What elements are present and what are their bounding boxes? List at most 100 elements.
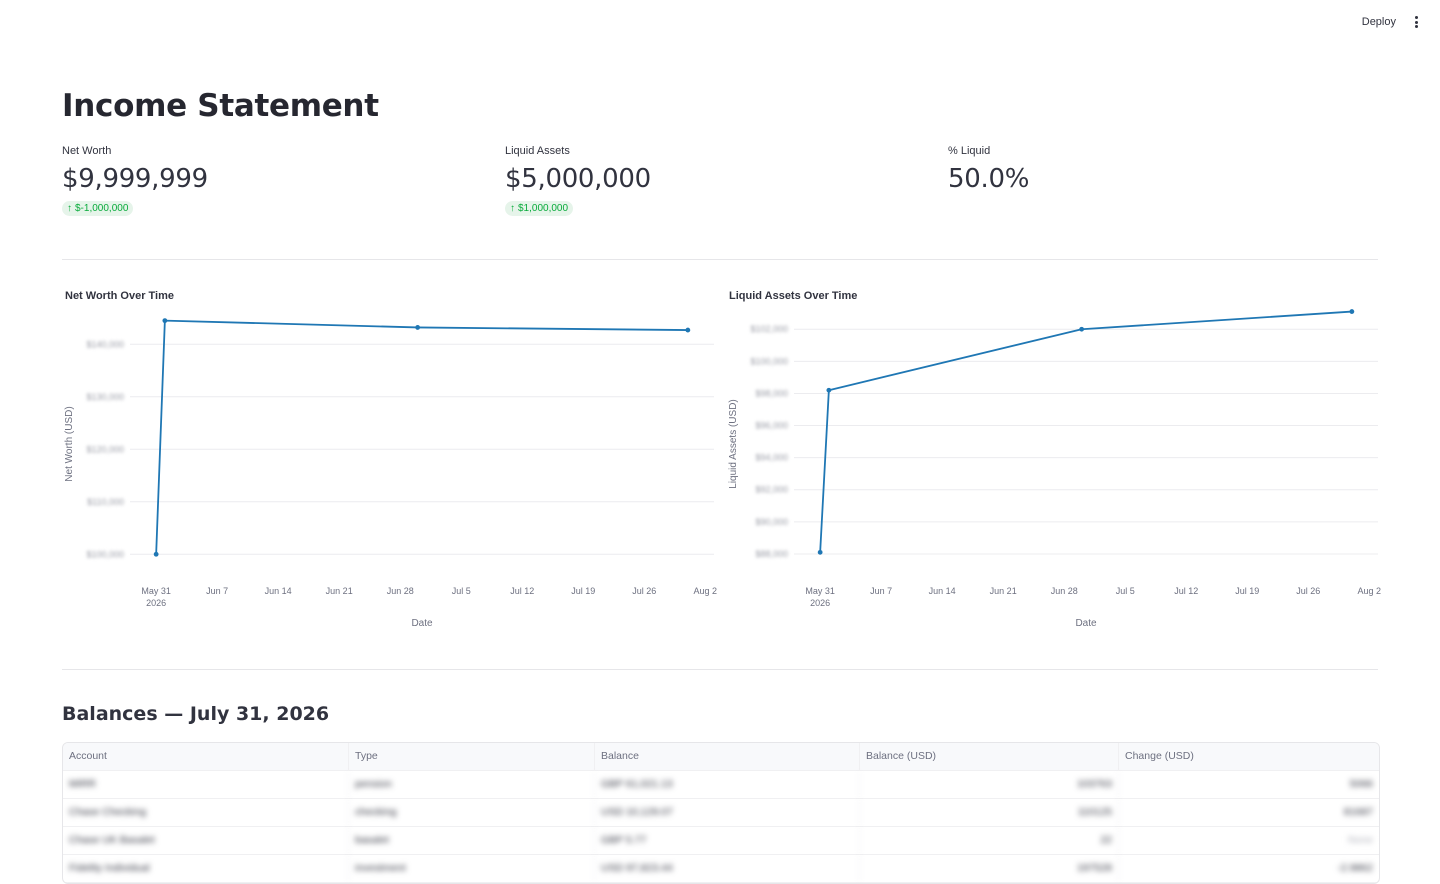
x-tick-label: Jun 14 [265,586,292,596]
cell-balance-usd: 22 [860,827,1119,854]
x-axis-title: Date [411,618,433,629]
x-tick-label: Aug 2 [694,586,718,596]
app-header: Deploy [0,0,1440,46]
chart-title: Net Worth Over Time [65,290,175,302]
x-tick-label: Jul 19 [1235,586,1259,596]
net-worth-line-chart[interactable]: $140,000 $130,000 $120,000 $110,000 $100,000… [62,288,718,638]
cell-type: investment [349,855,595,882]
table-row[interactable]: Chase Checking checking USD 10,129.07 11… [63,799,1379,827]
metric-net-worth: Net Worth $9,999,999 ↑ $-1,000,000 [62,145,208,216]
x-tick-label: Jul 5 [1116,586,1135,596]
cell-change-usd: None [1347,834,1373,846]
cell-balance-usd: 103763 [860,771,1119,798]
data-point [162,318,168,324]
x-tick-label: May 31 [141,586,171,596]
x-tick-label: Jun 28 [1051,586,1078,596]
metric-label: Liquid Assets [505,145,570,157]
cell-change-usd: 5066 [1349,778,1373,790]
page-title: Income Statement [62,88,379,124]
divider [62,669,1378,670]
deploy-button[interactable]: Deploy [1361,16,1396,28]
x-tick-label: Jun 21 [326,586,353,596]
liquid-assets-line-chart[interactable]: $102,000 $100,000 $98,000 $96,000 $94,000 $92… [726,288,1382,638]
cell-change-usd: 81687 [1343,806,1373,818]
y-tick-label: $96,000 [755,421,788,431]
data-point [415,325,421,330]
cell-type: basalet [349,827,595,854]
table-row[interactable]: MIRR pension GBP 61,021.13 103763 5066 [63,771,1379,799]
x-tick-label: Jun 21 [990,586,1017,596]
cell-balance: USD 10,129.07 [595,799,860,826]
y-tick-label: $110,000 [87,497,124,507]
data-point [817,549,823,555]
x-tick-label: Jul 12 [1174,586,1198,596]
table-header: Account Type Balance Balance (USD) Chang… [63,743,1379,771]
x-tick-label: Jun 7 [206,586,228,596]
x-tick-label: Jul 26 [1296,586,1320,596]
y-tick-label: $100,000 [86,549,124,559]
y-tick-label: $88,000 [755,549,788,559]
column-header-type[interactable]: Type [349,743,595,770]
chart-net-worth: Net Worth Over Time $140,000 $130,000 $120… [62,288,718,643]
metric-delta-value: $1,000,000 [518,203,569,214]
cell-balance-usd: 197528 [860,855,1119,882]
balances-heading: Balances — July 31, 2026 [62,703,330,725]
y-tick-label: $92,000 [755,485,788,495]
chart-title: Liquid Assets Over Time [729,290,858,302]
cell-balance: GBP 61,021.13 [595,771,860,798]
cell-balance-usd: 110125 [860,799,1119,826]
metric-value: $9,999,999 [62,164,208,194]
x-tick-label: Jul 26 [632,586,656,596]
y-axis-title: Net Worth (USD) [64,406,75,481]
arrow-up-icon: ↑ [67,203,72,214]
data-point [1079,326,1085,332]
column-header-account[interactable]: Account [63,743,349,770]
cell-balance: GBP 5.77 [595,827,860,854]
metric-delta: ↑ $-1,000,000 [62,201,134,216]
y-tick-label: $140,000 [86,339,124,349]
data-point [826,387,832,393]
table-row[interactable]: Fidelity Individual investment USD 97,82… [63,855,1379,883]
cell-change-usd: -2.9862 [1337,862,1373,874]
balances-table[interactable]: Account Type Balance Balance (USD) Chang… [62,742,1380,884]
metric-delta-value: $-1,000,000 [75,203,129,214]
x-tick-year-label: 2026 [146,598,166,608]
x-axis-title: Date [1075,618,1097,629]
y-tick-label: $102,000 [750,324,788,334]
x-tick-label: Jul 19 [571,586,595,596]
table-row[interactable]: Chase UK Basalet basalet GBP 5.77 22 Non… [63,827,1379,855]
x-tick-label: Jul 12 [510,586,534,596]
y-tick-label: $120,000 [86,444,124,454]
x-tick-label: Jun 28 [387,586,414,596]
cell-account: Chase UK Basalet [63,827,349,854]
metric-value: 50.0% [948,164,1030,194]
cell-account: MIRR [63,771,349,798]
y-axis-title: Liquid Assets (USD) [728,399,739,488]
data-point [1349,309,1355,314]
metric-percent-liquid: % Liquid 50.0% [948,145,1029,194]
x-tick-label: Jun 7 [870,586,892,596]
main-menu-icon[interactable] [1413,16,1419,30]
divider [62,259,1378,260]
y-tick-label: $100,000 [750,356,788,366]
column-header-balance[interactable]: Balance [595,743,860,770]
x-tick-label: Aug 2 [1358,586,1382,596]
x-tick-label: May 31 [805,586,835,596]
cell-balance: USD 97,823.44 [595,855,860,882]
y-tick-label: $94,000 [755,453,788,463]
column-header-balance-usd[interactable]: Balance (USD) [860,743,1119,770]
metric-delta: ↑ $1,000,000 [505,201,574,216]
arrow-up-icon: ↑ [510,203,515,214]
metric-label: Net Worth [62,145,112,157]
y-tick-label: $130,000 [86,392,124,402]
data-point [153,551,159,557]
x-tick-label: Jun 14 [929,586,956,596]
y-tick-label: $90,000 [755,517,788,527]
metric-label: % Liquid [948,145,991,157]
series-line [155,319,688,555]
metric-value: $5,000,000 [505,164,651,194]
column-header-change-usd[interactable]: Change (USD) [1125,750,1194,762]
cell-account: Fidelity Individual [63,855,349,882]
cell-type: checking [349,799,595,826]
x-tick-year-label: 2026 [810,598,830,608]
